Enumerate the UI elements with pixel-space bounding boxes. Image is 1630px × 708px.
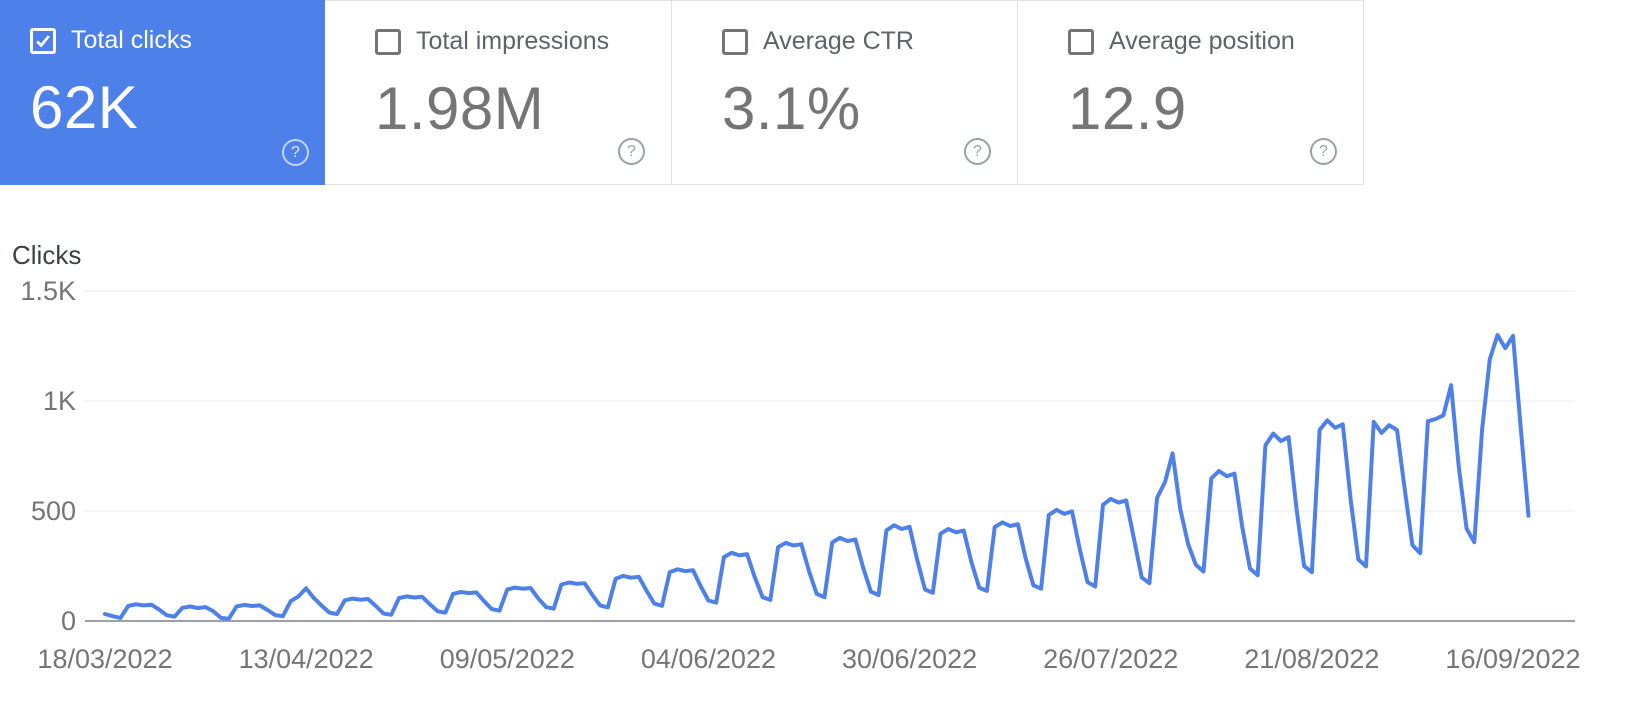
metric-value: 3.1%: [722, 75, 861, 142]
help-glyph: ?: [291, 143, 300, 161]
help-icon[interactable]: ?: [282, 139, 309, 166]
metric-card-header: Total impressions: [375, 27, 671, 56]
metric-label: Total impressions: [416, 27, 610, 55]
y-tick-label: 1K: [43, 386, 76, 416]
metrics-row: Total clicks 62K ? Total impressions 1.9…: [0, 0, 1364, 185]
help-glyph: ?: [973, 142, 982, 160]
metric-card-total-clicks[interactable]: Total clicks 62K ?: [0, 0, 325, 185]
total-impressions-checkbox[interactable]: [375, 28, 401, 55]
x-tick-label: 30/06/2022: [842, 644, 977, 674]
metric-card-average-ctr[interactable]: Average CTR 3.1% ?: [672, 0, 1018, 185]
clicks-line: [103, 333, 1531, 621]
x-tick-label: 16/09/2022: [1445, 644, 1580, 674]
metric-value: 1.98M: [375, 75, 545, 142]
y-tick-label: 0: [61, 606, 76, 636]
metric-card-header: Total clicks: [30, 26, 325, 55]
help-icon[interactable]: ?: [618, 138, 645, 165]
help-icon[interactable]: ?: [1310, 138, 1337, 165]
y-tick-label: 500: [31, 496, 76, 526]
metric-card-total-impressions[interactable]: Total impressions 1.98M ?: [325, 0, 672, 185]
x-tick-label: 26/07/2022: [1043, 644, 1178, 674]
metric-value: 12.9: [1068, 75, 1187, 142]
total-clicks-checkbox[interactable]: [30, 27, 56, 54]
help-icon[interactable]: ?: [964, 138, 991, 165]
x-tick-label: 13/04/2022: [239, 644, 374, 674]
metric-value: 62K: [30, 74, 139, 141]
metric-label: Total clicks: [71, 26, 192, 54]
help-glyph: ?: [1319, 142, 1328, 160]
y-tick-label: 1.5K: [20, 276, 76, 306]
clicks-line-chart[interactable]: 0 500 1K 1.5K 18/03/2022 13/04/2022 09/05/2022…: [0, 210, 1630, 708]
average-ctr-checkbox[interactable]: [722, 28, 748, 55]
checkmark-icon: [36, 34, 50, 48]
metric-card-average-position[interactable]: Average position 12.9 ?: [1018, 0, 1364, 185]
x-tick-label: 21/08/2022: [1244, 644, 1379, 674]
average-position-checkbox[interactable]: [1068, 28, 1094, 55]
metric-card-header: Average position: [1068, 27, 1363, 56]
metric-label: Average CTR: [763, 27, 914, 55]
help-glyph: ?: [627, 142, 636, 160]
x-tick-label: 09/05/2022: [440, 644, 575, 674]
metric-card-header: Average CTR: [722, 27, 1017, 56]
chart-y-axis-title: Clicks: [12, 240, 82, 270]
metric-label: Average position: [1109, 27, 1295, 55]
x-tick-label: 04/06/2022: [641, 644, 776, 674]
x-tick-label: 18/03/2022: [37, 644, 172, 674]
